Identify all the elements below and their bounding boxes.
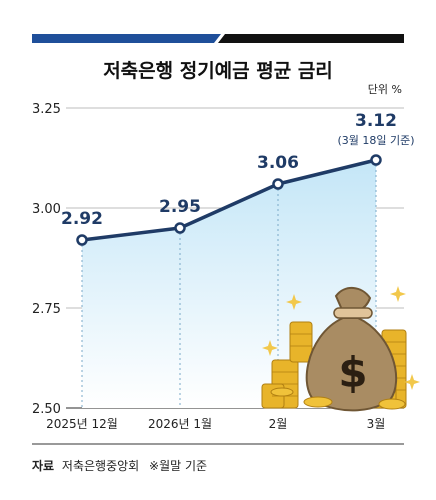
source-text: 저축은행중앙회	[62, 458, 139, 473]
y-tick-label: 3.25	[32, 102, 61, 117]
unit-label: 단위 %	[368, 83, 402, 96]
x-tick-label: 2025년 12월	[46, 417, 118, 431]
footer-note: ※월말 기준	[149, 459, 207, 473]
value-label: 2.95	[159, 197, 201, 217]
x-tick-label: 3월	[367, 417, 386, 431]
value-labels: 2.92 2.95 3.06 3.12	[61, 111, 397, 229]
data-point	[370, 154, 382, 166]
value-label: 3.06	[257, 153, 299, 173]
x-tick-label: 2026년 1월	[148, 417, 212, 431]
data-points	[76, 154, 382, 246]
money-bag-icon: $	[261, 286, 420, 412]
value-label: 3.12	[355, 111, 397, 131]
y-tick-label: 2.50	[32, 402, 61, 417]
y-tick-label: 3.00	[32, 202, 61, 217]
x-tick-label: 2월	[269, 417, 288, 431]
data-point	[272, 178, 284, 190]
svg-text:$: $	[338, 348, 367, 397]
annotation-3-18: (3월 18일 기준)	[337, 133, 414, 147]
x-axis-ticks: 2025년 12월 2026년 1월 2월 3월	[46, 417, 385, 431]
footer-source: 자료 저축은행중앙회 ※월말 기준	[32, 458, 207, 473]
accent-bar-left	[32, 34, 221, 43]
accent-bar-right	[218, 34, 404, 43]
chart-title: 저축은행 정기예금 평균 금리	[103, 60, 333, 82]
source-label: 자료	[32, 458, 54, 473]
data-point	[174, 222, 186, 234]
y-axis-ticks: 3.25 3.00 2.75 2.50	[32, 102, 61, 417]
series-line	[81, 158, 377, 242]
data-point	[76, 234, 88, 246]
value-label: 2.92	[61, 209, 103, 229]
y-tick-label: 2.75	[32, 302, 61, 317]
